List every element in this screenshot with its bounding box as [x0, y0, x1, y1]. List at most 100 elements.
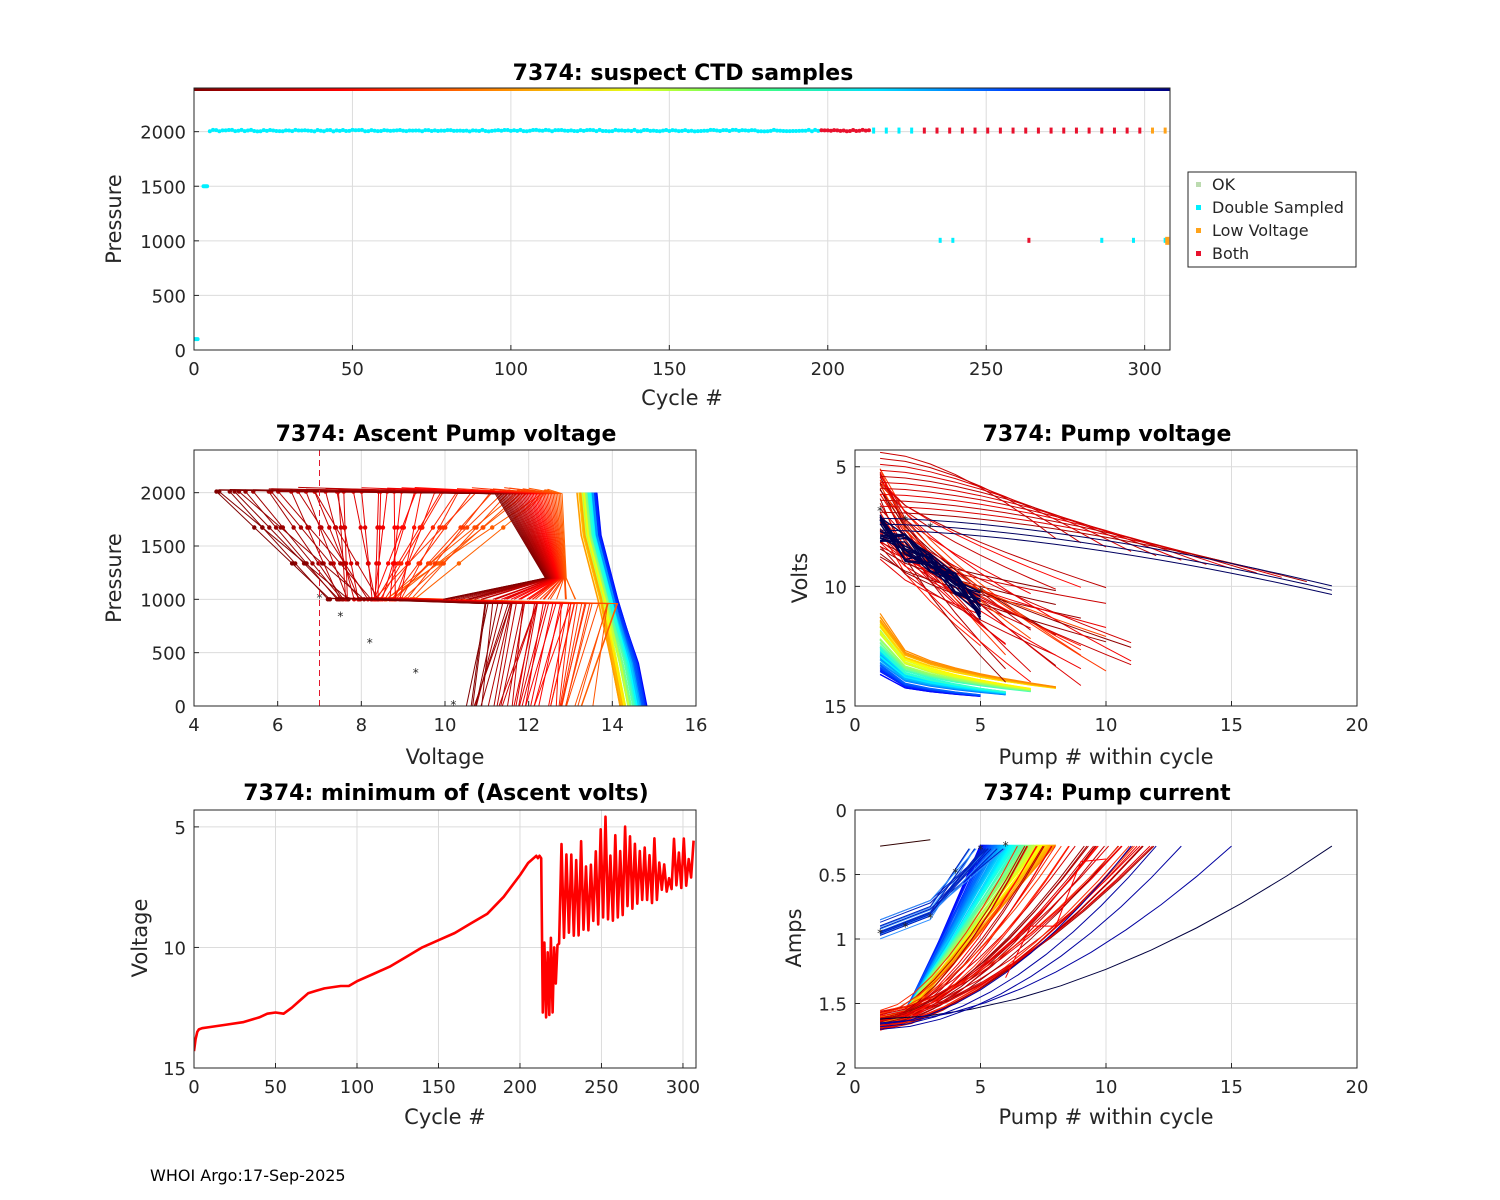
y-tick-label: 500: [152, 644, 186, 665]
deep-flag-marker: [935, 127, 939, 134]
both-marker: [857, 128, 862, 133]
x-tick-label: 150: [652, 359, 686, 380]
late-ascent-profile: [380, 597, 575, 706]
ascent-pump-point: [392, 525, 397, 530]
ascent-pump-point: [411, 525, 417, 530]
short-current: [880, 839, 931, 847]
double-sampled-marker: [813, 127, 818, 132]
both-marker: [832, 128, 837, 133]
double-sampled-marker: [261, 128, 266, 133]
double-sampled-marker: [626, 128, 631, 133]
both-marker: [866, 128, 871, 133]
double-sampled-marker: [404, 129, 409, 134]
double-sampled-marker: [505, 128, 510, 133]
double-sampled-marker: [328, 127, 333, 132]
late-pump-voltage: [879, 529, 981, 647]
ascent-pump-point: [362, 525, 368, 530]
double-sampled-marker: [455, 128, 460, 133]
suspect-panel: 7374: suspect CTD samples 0 50 100 150 200 25…: [102, 61, 1357, 410]
early-pump-voltage: [879, 649, 1006, 693]
double-sampled-marker: [296, 128, 301, 133]
ascent-pump-point: [396, 561, 401, 566]
ascent-pump-point: [395, 525, 400, 530]
double-sampled-marker: [239, 127, 244, 132]
deep-flag-marker: [1112, 127, 1116, 134]
double-sampled-marker: [603, 129, 608, 134]
double-sampled-marker: [540, 128, 545, 133]
double-sampled-marker: [806, 127, 811, 132]
double-sampled-marker: [359, 127, 364, 132]
double-sampled-marker: [474, 128, 479, 133]
double-sampled-marker: [743, 128, 748, 133]
x-tick-label: 0: [188, 1077, 199, 1098]
y-tick-label: 15: [163, 1059, 186, 1080]
double-sampled-marker: [423, 128, 428, 133]
double-sampled-marker: [600, 129, 605, 134]
late-ascent-profile: [238, 489, 549, 600]
double-sampled-marker: [464, 128, 469, 133]
double-sampled-marker: [727, 128, 732, 133]
double-sampled-marker: [718, 129, 723, 134]
double-sampled-marker: [699, 128, 704, 133]
low-voltage-pump-curve: [880, 529, 1333, 595]
suspect-data: [194, 88, 1170, 342]
late-ascent-profile: [337, 491, 347, 600]
yellow-star-marker: *: [413, 666, 419, 680]
double-sampled-marker: [312, 129, 317, 134]
late-ascent-profile: [216, 489, 547, 600]
ascent-pump-point: [443, 525, 448, 530]
double-sampled-marker: [394, 128, 399, 133]
x-tick-label: 12: [517, 715, 540, 736]
y-tick-label: 1: [836, 930, 847, 951]
yellow-star-marker: *: [317, 591, 323, 605]
double-sampled-marker: [470, 128, 475, 133]
flag-marker-1000: [1163, 237, 1167, 243]
late-pump-current: [879, 845, 1119, 1026]
pumpvolt-panel: 7374: Pump voltage * * * * 0 5 10 15 20 5 10 15 Pu…: [788, 422, 1368, 769]
late-pump-voltage: [879, 468, 1006, 656]
ascent-pump-point: [441, 561, 446, 566]
double-sampled-marker: [483, 129, 488, 134]
double-sampled-marker: [648, 128, 653, 133]
x-tick-label: 6: [272, 715, 283, 736]
late-pump-voltage: [879, 482, 1006, 670]
double-sampled-marker: [337, 128, 342, 133]
double-sampled-marker: [416, 128, 421, 133]
double-sampled-marker: [790, 128, 795, 133]
late-ascent-profile: [395, 597, 557, 706]
y-tick-label: 2: [836, 1059, 847, 1080]
double-sampled-marker: [588, 127, 593, 132]
late-ascent-profile: [379, 491, 444, 600]
ascent-pump-point: [417, 561, 423, 566]
double-sampled-marker: [480, 127, 485, 132]
double-sampled-marker: [211, 127, 216, 132]
x-tick-label: 100: [494, 359, 528, 380]
double-sampled-marker: [575, 129, 580, 134]
minvolt-axes-box: [193, 809, 697, 1069]
x-tick-label: 20: [1346, 1077, 1369, 1098]
double-sampled-marker: [397, 127, 402, 132]
late-pump-voltage: [879, 518, 1032, 683]
late-ascent-profile: [337, 597, 509, 706]
double-sampled-marker: [778, 128, 783, 133]
double-sampled-marker: [657, 129, 662, 134]
double-sampled-marker: [508, 128, 513, 133]
double-sampled-marker: [518, 127, 523, 132]
late-ascent-profile: [391, 491, 473, 600]
double-sampled-marker: [660, 128, 665, 133]
double-sampled-marker: [214, 128, 219, 133]
double-sampled-marker: [233, 129, 238, 134]
low-cluster-current: [879, 848, 970, 927]
low-voltage-pump-curve: [880, 517, 1333, 587]
ascent-pump-point: [385, 561, 391, 566]
early-pump-voltage: [879, 664, 981, 696]
x-tick-label: 14: [601, 715, 624, 736]
y-tick-label: 2000: [140, 123, 186, 144]
ascent-pump-point: [474, 525, 479, 530]
double-sampled-marker: [258, 129, 263, 134]
double-sampled-marker: [645, 127, 650, 132]
late-ascent-profile: [376, 597, 576, 706]
double-sampled-marker: [385, 128, 390, 133]
x-tick-label: 10: [434, 715, 457, 736]
double-sampled-marker: [512, 128, 517, 133]
